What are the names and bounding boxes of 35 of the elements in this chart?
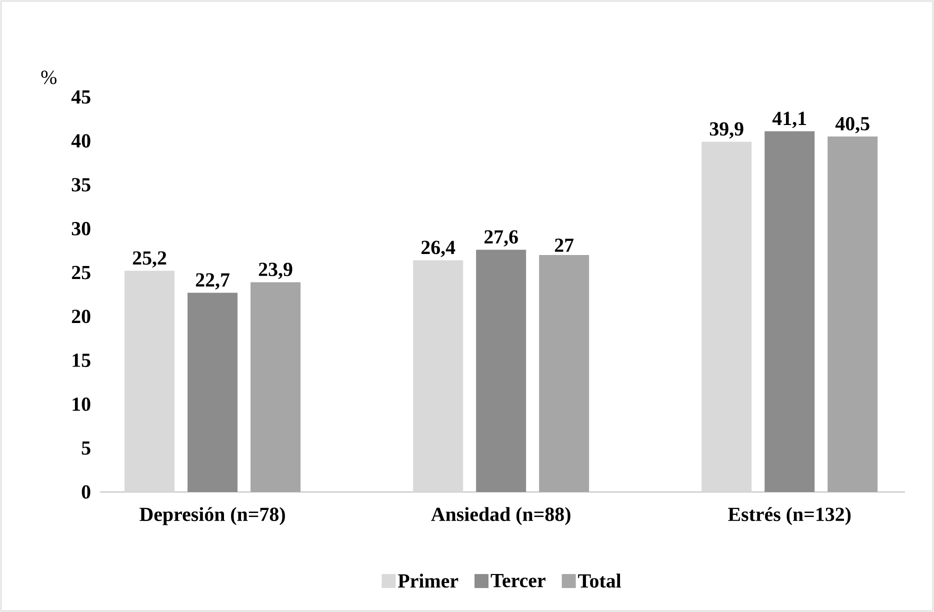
y-tick-label: 5 xyxy=(82,441,90,455)
y-tick-label: 20 xyxy=(72,310,90,324)
legend-label: Tercer xyxy=(490,574,546,588)
data-label: 27 xyxy=(554,238,574,252)
y-axis-title: % xyxy=(41,70,56,84)
y-tick-label: 40 xyxy=(71,134,90,148)
y-tick-label: 0 xyxy=(82,485,90,499)
bar xyxy=(828,136,878,492)
data-label: 40,5 xyxy=(835,116,870,134)
bar xyxy=(702,142,752,492)
data-label: 41,1 xyxy=(772,112,806,128)
data-label: 27,6 xyxy=(484,230,518,247)
bar xyxy=(764,131,815,492)
bar xyxy=(539,254,590,492)
legend-label: Primer xyxy=(398,574,458,588)
x-tick-label: Estrés (n=132) xyxy=(728,507,851,526)
legend-label: Total xyxy=(578,574,622,588)
x-tick-label: Depresión (n=78) xyxy=(140,507,285,526)
y-tick-label: 10 xyxy=(72,397,90,411)
data-label: 39,9 xyxy=(710,122,744,139)
x-tick-label: Ansiedad (n=88) xyxy=(431,507,570,526)
y-tick-label: 45 xyxy=(71,90,90,104)
y-tick-label: 15 xyxy=(72,354,90,367)
bar xyxy=(124,270,175,492)
y-tick-label: 30 xyxy=(72,222,90,236)
data-label: 22,7 xyxy=(196,273,230,290)
bar xyxy=(476,250,526,492)
data-label: 26,4 xyxy=(421,240,456,258)
data-label: 23,9 xyxy=(258,262,292,279)
y-tick-label: 35 xyxy=(72,178,90,192)
bar xyxy=(188,292,238,492)
data-label: 25,2 xyxy=(132,251,166,268)
y-tick-label: 25 xyxy=(72,266,90,280)
bar xyxy=(413,260,464,492)
bar xyxy=(250,282,301,492)
